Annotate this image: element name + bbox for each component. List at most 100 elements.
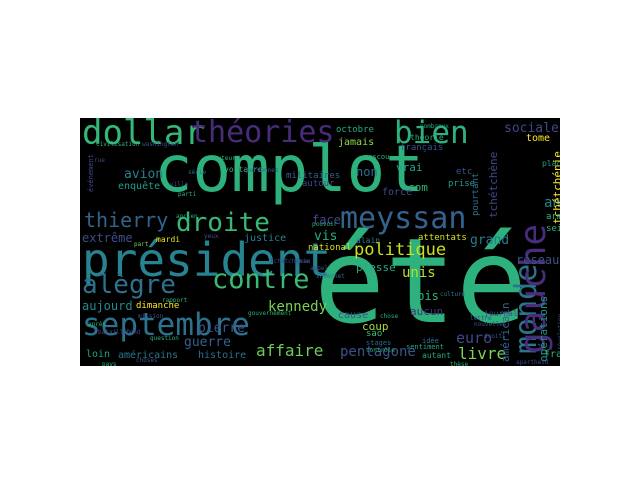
word: presse <box>356 261 396 274</box>
word: mission <box>138 313 164 320</box>
word: idée <box>422 337 439 345</box>
word: pays <box>102 361 117 367</box>
word: droite <box>176 208 270 238</box>
word: série <box>188 169 207 176</box>
word: contre <box>212 264 310 295</box>
word: justice <box>244 233 287 244</box>
word: civilisation <box>96 141 140 148</box>
word: culture <box>440 291 466 298</box>
word: avion <box>124 167 164 182</box>
word: coup <box>362 320 389 333</box>
word: révolution <box>557 313 560 350</box>
word: affaire <box>256 341 324 360</box>
word: kennedy <box>268 299 328 315</box>
word: voltaire <box>224 165 263 174</box>
word: force <box>382 187 413 198</box>
word: complot <box>154 133 424 207</box>
word: réseau <box>516 253 560 267</box>
word: personnes <box>246 167 279 174</box>
word: appel <box>310 265 329 272</box>
word: nouvelles <box>474 321 507 328</box>
word: moscou <box>364 153 390 161</box>
word: apartheid <box>516 359 549 366</box>
word: thierry <box>84 208 169 232</box>
word: armée <box>546 212 560 222</box>
word: france <box>544 349 560 360</box>
word: sociale <box>504 121 559 136</box>
word-cloud: complot été président septembre dollar t… <box>80 118 560 366</box>
word: mois <box>410 289 439 303</box>
word: ancien <box>176 213 198 220</box>
word: thèse <box>450 361 469 367</box>
word: après <box>88 321 107 328</box>
word: lettre <box>470 315 492 322</box>
word: bataillon <box>98 329 131 336</box>
word: national <box>308 243 352 253</box>
word: com <box>408 181 428 194</box>
word: internet <box>316 273 345 280</box>
word: pouvoir <box>312 221 338 228</box>
word: vis <box>314 229 338 244</box>
word: rue <box>94 157 105 164</box>
word: stages <box>366 339 392 347</box>
word: sein <box>546 224 560 234</box>
word: auteur <box>214 155 236 162</box>
word: unis <box>402 265 436 281</box>
word: washington <box>142 141 179 148</box>
word: euro <box>456 329 493 347</box>
word: autour <box>302 179 335 189</box>
word: non <box>356 165 378 179</box>
word: jamais <box>338 137 375 148</box>
word: fond <box>126 329 141 336</box>
word: prise <box>448 179 476 189</box>
word: enquête <box>118 181 161 192</box>
word: question <box>150 335 179 342</box>
word: aujourd <box>82 299 133 313</box>
word: extrême <box>82 231 133 245</box>
word: théories <box>190 118 335 150</box>
word: aucun <box>410 305 444 318</box>
word: etc <box>456 167 473 177</box>
word: ans <box>544 195 560 211</box>
word: tchétchénie <box>270 258 310 265</box>
word: grand <box>470 233 510 248</box>
word: vrai <box>396 161 423 174</box>
word: septembre <box>82 307 250 343</box>
word: autant <box>422 351 451 360</box>
word: loin <box>86 349 111 360</box>
word: livre <box>458 344 507 363</box>
word: pourtant <box>471 172 481 216</box>
word: journal <box>484 309 518 318</box>
word: alègre <box>82 270 176 300</box>
word: yeux <box>204 233 219 240</box>
word: tome <box>526 133 551 144</box>
word: contrôle <box>366 347 395 354</box>
word: tchétchène <box>487 151 500 218</box>
word: jean <box>296 258 311 265</box>
word: octobre <box>336 125 374 135</box>
word: pentagone <box>340 344 416 360</box>
word: ville <box>170 181 189 188</box>
word: rapport <box>162 297 188 304</box>
word: théorie <box>410 133 444 142</box>
word: dollar <box>82 118 205 153</box>
word: são <box>366 329 383 339</box>
word: face <box>312 213 341 227</box>
word: guerre <box>184 335 231 350</box>
word: alain <box>356 236 381 245</box>
word: meyssan <box>340 201 467 236</box>
word: droits <box>484 333 506 340</box>
word: chose <box>380 313 399 320</box>
word: histoire <box>198 350 247 361</box>
word: pierre <box>198 321 245 336</box>
word: président <box>82 233 332 287</box>
word: mardi <box>156 235 181 244</box>
word: parti <box>178 191 197 198</box>
word: été <box>314 212 528 350</box>
word: sentiment <box>406 343 444 351</box>
word: militaires <box>286 171 341 181</box>
word: français <box>400 143 444 153</box>
word: nombreux <box>420 123 449 130</box>
word: américains <box>118 350 179 361</box>
